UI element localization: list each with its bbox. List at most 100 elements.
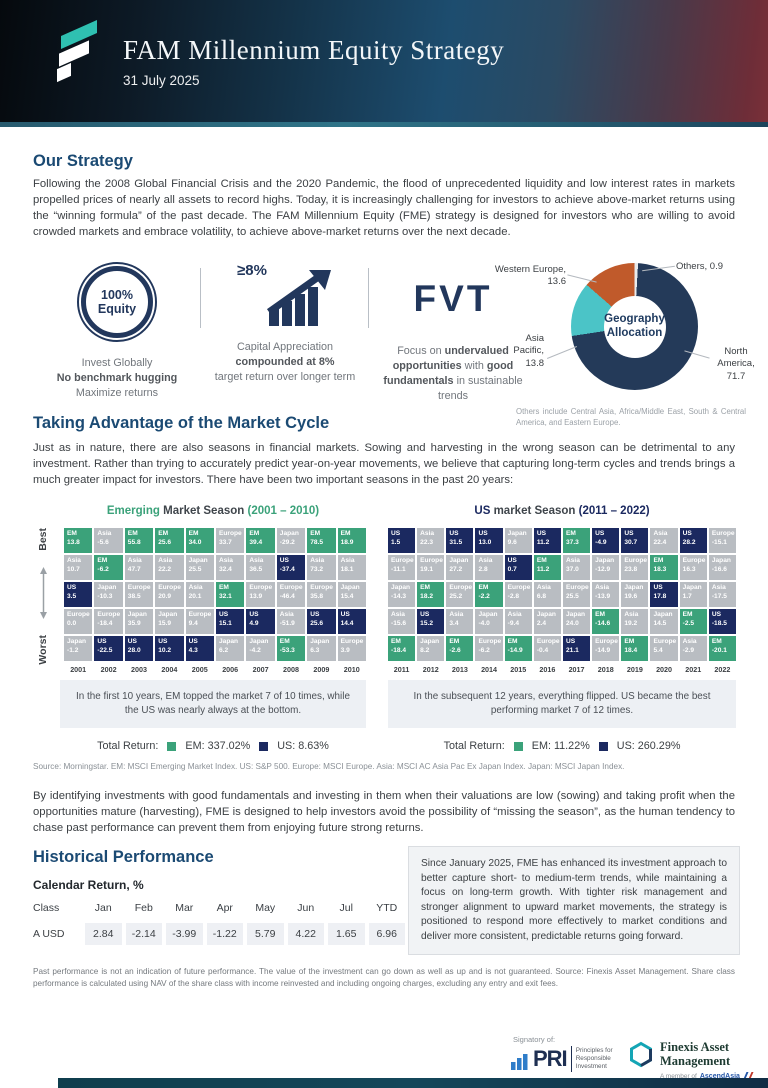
our-strategy-paragraph: Following the 2008 Global Financial Cris… xyxy=(33,178,735,239)
heatmap-year-label: 2009 xyxy=(307,663,336,676)
heatmap-cell: EM 18.9 xyxy=(337,528,366,553)
em-total-value: EM: 337.02% xyxy=(185,740,251,752)
heatmap-year-label: 2012 xyxy=(417,663,445,676)
heatmap-cell: EM 78.5 xyxy=(307,528,336,553)
heatmap-cell: Asia 20.1 xyxy=(185,582,214,607)
us-heatmap: US 1.5 Asia 22.3 US 31.5 US 13.0 Japan 9.6 US 11.2 E… xyxy=(388,528,736,676)
heatmap-cell: EM 25.6 xyxy=(155,528,184,553)
heatmap-cell: Asia 73.2 xyxy=(307,555,336,580)
feature1-line1: Invest Globally xyxy=(81,357,153,369)
heatmap-cell: Europe 33.7 xyxy=(215,528,245,553)
em-caption-box: In the first 10 years, EM topped the mar… xyxy=(60,680,366,728)
feature3-seg4: good fundamentals xyxy=(383,359,514,387)
heatmap-cell: Europe 16.3 xyxy=(679,555,707,580)
heatmap-cell: Japan 9.6 xyxy=(504,528,532,553)
heatmap-year-label: 2010 xyxy=(337,663,366,676)
heatmap-cell: US 1.5 xyxy=(388,528,416,553)
heatmap-year-label: 2011 xyxy=(388,663,416,676)
feature2-line3: target return over longer term xyxy=(214,370,356,383)
heatmap-cell: EM -2.2 xyxy=(475,582,503,607)
heatmap-cell: Europe -0.4 xyxy=(533,636,561,661)
index-source-note: Source: Morningstar. EM: MSCI Emerging M… xyxy=(33,762,625,771)
heatmap-cell: Japan 8.2 xyxy=(417,636,445,661)
us-total-return: Total Return: EM: 11.22% US: 260.29% xyxy=(388,740,736,752)
heatmap-cell: Europe -15.1 xyxy=(708,528,736,553)
feature2-line2: compounded at 8% xyxy=(235,355,335,368)
finexis-hexagon-icon xyxy=(630,1041,652,1067)
feature-divider xyxy=(200,268,201,328)
heatmap-cell: Japan 27.2 xyxy=(446,555,474,580)
heatmap-cell: US 11.2 xyxy=(533,528,561,553)
perf-row-label: A USD xyxy=(33,928,65,940)
heatmap-cell: US -4.9 xyxy=(592,528,620,553)
heatmap-cell: Europe -46.4 xyxy=(276,582,306,607)
heatmap-cell: US 21.1 xyxy=(562,636,591,661)
heatmap-cell: EM 55.8 xyxy=(124,528,154,553)
us-title-range: (2011 – 2022) xyxy=(578,505,650,517)
heatmap-cell: Asia 2.8 xyxy=(475,555,503,580)
rail-worst-label: Worst xyxy=(37,635,49,665)
heatmap-cell: Japan 19.6 xyxy=(621,582,649,607)
fam-logo-icon xyxy=(55,19,101,94)
heatmap-cell: US 13.0 xyxy=(475,528,503,553)
perf-table-header: Mar xyxy=(175,902,194,914)
double-arrow-icon xyxy=(39,567,47,620)
heatmap-cell: Japan -4.0 xyxy=(475,609,503,634)
feature3-seg3: with xyxy=(461,359,487,372)
heatmap-cell: Europe 0.0 xyxy=(64,609,93,634)
perf-table-header: Jul xyxy=(339,902,353,914)
total-return-label: Total Return: xyxy=(97,740,159,752)
heatmap-year-label: 2003 xyxy=(124,663,154,676)
heatmap-cell: US -18.5 xyxy=(708,609,736,634)
feature1-caption: Invest Globally No benchmark hugging Max… xyxy=(33,356,201,401)
heatmap-cell: US 15.1 xyxy=(215,609,245,634)
perf-value-cell: 4.22 xyxy=(287,923,324,945)
heatmap-cell: EM -6.2 xyxy=(94,555,123,580)
perf-value-cell: -2.14 xyxy=(125,923,162,945)
heatmap-cell: US 3.5 xyxy=(64,582,93,607)
section-heading-market-cycle: Taking Advantage of the Market Cycle xyxy=(33,414,330,432)
heatmap-cell: EM 11.2 xyxy=(533,555,561,580)
heatmap-cell: Europe -6.2 xyxy=(475,636,503,661)
feature-invest-globally: 100% Equity Invest Globally No benchmark… xyxy=(33,262,201,401)
ascendasia-label: AscendAsia xyxy=(699,1072,740,1080)
pri-tagline-3: Investment xyxy=(575,1063,607,1070)
heatmap-cell: US -37.4 xyxy=(276,555,306,580)
us-total-value: US: 8.63% xyxy=(277,740,329,752)
heatmap-cell: Europe 20.9 xyxy=(155,582,184,607)
heatmap-cell: Asia 19.2 xyxy=(621,609,649,634)
heatmap-year-label: 2019 xyxy=(621,663,649,676)
heatmap-cell: Japan -10.3 xyxy=(94,582,123,607)
heatmap-cell: Asia 10.7 xyxy=(64,555,93,580)
target-return-label: ≥8% xyxy=(237,262,267,279)
heatmap-cell: Japan 25.5 xyxy=(185,555,214,580)
heatmap-year-label: 2017 xyxy=(562,663,591,676)
heatmap-cell: Asia 6.8 xyxy=(533,582,561,607)
pri-logo: PRI Principles for Responsible Investmen… xyxy=(511,1046,613,1072)
growth-chart-icon: ≥8% xyxy=(237,262,333,326)
heatmap-cell: Europe -2.8 xyxy=(504,582,532,607)
heatmap-cell: Japan -16.6 xyxy=(708,555,736,580)
heatmap-cell: US 14.4 xyxy=(337,609,366,634)
heatmap-cell: US 28.0 xyxy=(124,636,154,661)
em-total-value: EM: 11.22% xyxy=(531,740,590,752)
feature-capital-appreciation: ≥8% Capital Appreciation compounded at 8… xyxy=(206,262,364,385)
feature1-line2: No benchmark hugging xyxy=(56,371,178,384)
heatmap-cell: EM 32.1 xyxy=(215,582,245,607)
heatmap-cell: Asia -9.4 xyxy=(504,609,532,634)
feature-fvt: FVT Focus on undervalued opportunities w… xyxy=(372,262,534,404)
heatmap-year-label: 2018 xyxy=(592,663,620,676)
heatmap-year-label: 2020 xyxy=(650,663,678,676)
heatmap-cell: Japan 2.4 xyxy=(533,609,561,634)
perf-table-header: Jun xyxy=(297,902,315,914)
heatmap-cell: Japan -14.3 xyxy=(388,582,416,607)
perf-value-cell: 5.79 xyxy=(247,923,284,945)
perf-value-cell: -1.22 xyxy=(206,923,243,945)
us-caption-box: In the subsequent 12 years, everything f… xyxy=(388,680,736,728)
heatmap-cell: Japan 15.9 xyxy=(155,609,184,634)
heatmap-year-label: 2016 xyxy=(533,663,561,676)
heatmap-cell: Japan 35.9 xyxy=(124,609,154,634)
heatmap-cell: Asia 37.0 xyxy=(562,555,591,580)
section-heading-our-strategy: Our Strategy xyxy=(33,152,133,170)
